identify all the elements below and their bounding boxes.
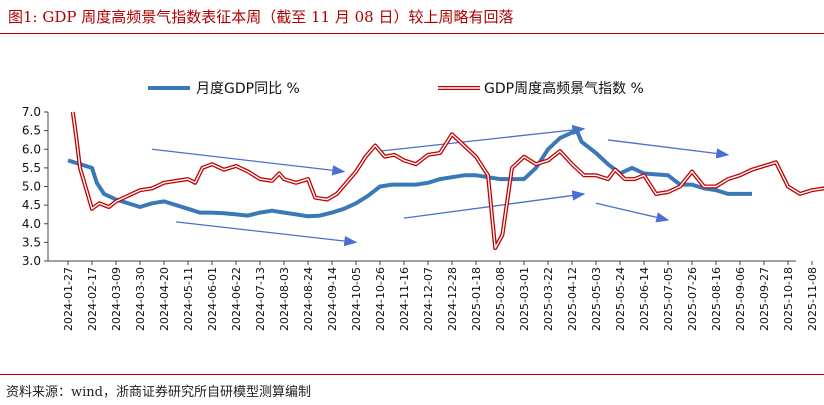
x-tick-label: 2024-05-11: [182, 267, 195, 331]
y-tick-label: 3.5: [22, 235, 41, 249]
legend-label-monthly: 月度GDP同比 %: [196, 81, 300, 97]
footer-rule: [0, 374, 824, 375]
x-tick-label: 2024-08-03: [278, 267, 291, 331]
x-tick-label: 2024-08-24: [302, 267, 315, 331]
x-tick-label: 2024-02-17: [86, 267, 99, 331]
trend-arrow: [379, 124, 586, 152]
x-tick-label: 2025-07-05: [662, 267, 675, 331]
x-tick-label: 2025-11-08: [806, 267, 819, 331]
x-tick-label: 2025-04-12: [566, 267, 579, 331]
x-tick-label: 2025-01-18: [470, 267, 483, 331]
x-tick-label: 2024-10-26: [374, 267, 387, 331]
x-tick-label: 2024-11-16: [398, 267, 411, 331]
y-tick-label: 7.0: [22, 105, 41, 119]
x-tick-label: 2024-03-09: [110, 267, 123, 331]
series-line-weekly-index-inner: [72, 111, 824, 249]
x-tick-label: 2024-10-05: [350, 267, 363, 331]
y-tick-label: 5.0: [22, 180, 41, 194]
x-tick-label: 2025-10-18: [782, 267, 795, 331]
x-tick-label: 2024-04-20: [158, 267, 171, 331]
legend-label-weekly: GDP周度高频景气指数 %: [484, 80, 644, 97]
y-tick-label: 4.0: [22, 217, 41, 231]
y-tick-label: 5.5: [22, 161, 41, 175]
x-tick-label: 2024-09-14: [326, 267, 339, 331]
x-tick-label: 2025-05-24: [614, 267, 627, 331]
x-tick-label: 2025-02-08: [494, 267, 507, 331]
y-tick-label: 3.0: [22, 254, 41, 268]
y-tick-label: 6.5: [22, 124, 41, 138]
title-rule: [0, 33, 824, 34]
series-lines: [67, 111, 824, 250]
trend-arrows: [151, 124, 730, 247]
y-tick-label: 4.5: [22, 198, 41, 212]
trend-arrow: [403, 190, 586, 219]
x-tick-label: 2025-06-14: [638, 267, 651, 331]
y-tick-label: 6.0: [22, 142, 41, 156]
x-tick-label: 2024-06-22: [230, 267, 243, 331]
trend-arrow: [607, 139, 730, 159]
x-tick-label: 2024-06-01: [206, 267, 219, 331]
x-tick-label: 2024-12-28: [446, 267, 459, 331]
line-chart: 月度GDP同比 % GDP周度高频景气指数 % 3.0 3.5 4.0 4.5 5.0 5.…: [22, 80, 824, 331]
x-tick-label: 2024-01-27: [62, 267, 75, 331]
source-note: 资料来源：wind，浙商证券研究所自研模型测算编制: [6, 385, 311, 400]
trend-arrow: [151, 148, 346, 176]
trend-arrow: [595, 202, 670, 223]
x-tick-label: 2025-09-06: [734, 267, 747, 331]
x-tick-label: 2024-12-07: [422, 267, 435, 331]
y-axis: 3.0 3.5 4.0 4.5 5.0 5.5 6.0 6.5 7.0: [22, 105, 49, 268]
x-tick-label: 2025-09-27: [758, 267, 771, 331]
x-tick-label: 2024-03-30: [134, 267, 147, 331]
chart-title: 图1: GDP 周度高频景气指数表征本周（截至 11 月 08 日）较上周略有回…: [8, 8, 514, 26]
x-tick-label: 2025-03-01: [518, 267, 531, 331]
x-tick-label: 2025-03-22: [542, 267, 555, 331]
x-tick-label: 2024-07-13: [254, 267, 267, 331]
trend-arrow: [175, 221, 358, 247]
series-line-monthly-gdp: [67, 128, 752, 219]
x-axis: 2024-01-27 2024-02-17 2024-03-09 2024-03-30…: [48, 260, 819, 331]
x-tick-label: 2025-05-03: [590, 267, 603, 331]
x-tick-label: 2025-07-26: [686, 267, 699, 331]
legend: 月度GDP同比 % GDP周度高频景气指数 %: [148, 80, 644, 97]
x-tick-label: 2025-08-16: [710, 267, 723, 331]
